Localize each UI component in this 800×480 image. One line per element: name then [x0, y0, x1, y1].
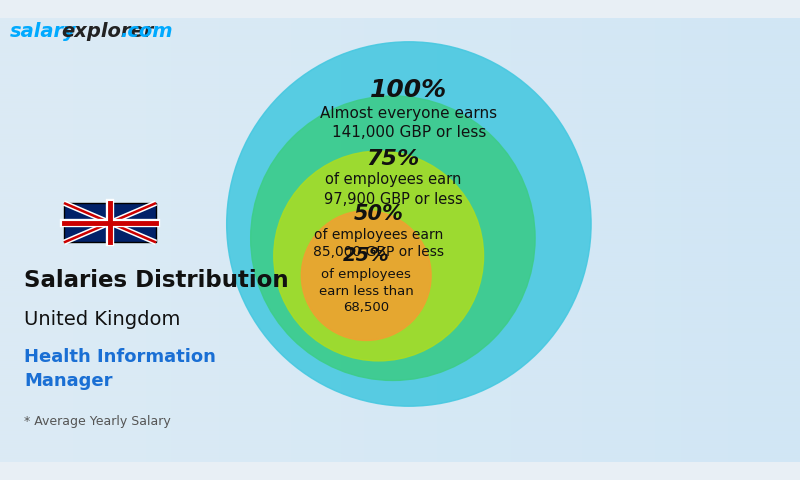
Text: .com: .com: [120, 22, 173, 41]
Circle shape: [226, 42, 591, 406]
Circle shape: [250, 96, 535, 381]
Text: of employees earn
85,000 GBP or less: of employees earn 85,000 GBP or less: [313, 228, 444, 259]
Text: 50%: 50%: [354, 204, 404, 224]
Text: 100%: 100%: [370, 78, 447, 102]
Text: * Average Yearly Salary: * Average Yearly Salary: [24, 415, 170, 428]
Text: 75%: 75%: [366, 149, 419, 169]
Text: of employees earn
97,900 GBP or less: of employees earn 97,900 GBP or less: [323, 172, 462, 207]
Text: explorer: explorer: [62, 22, 154, 41]
Text: Health Information
Manager: Health Information Manager: [24, 348, 216, 390]
Text: salary: salary: [10, 22, 77, 41]
Text: 25%: 25%: [343, 246, 390, 265]
Text: Salaries Distribution: Salaries Distribution: [24, 269, 289, 292]
Text: of employees
earn less than
68,500: of employees earn less than 68,500: [319, 268, 414, 314]
Text: United Kingdom: United Kingdom: [24, 310, 180, 329]
Circle shape: [302, 211, 431, 340]
Text: Almost everyone earns
141,000 GBP or less: Almost everyone earns 141,000 GBP or les…: [320, 106, 498, 140]
Circle shape: [274, 151, 483, 361]
